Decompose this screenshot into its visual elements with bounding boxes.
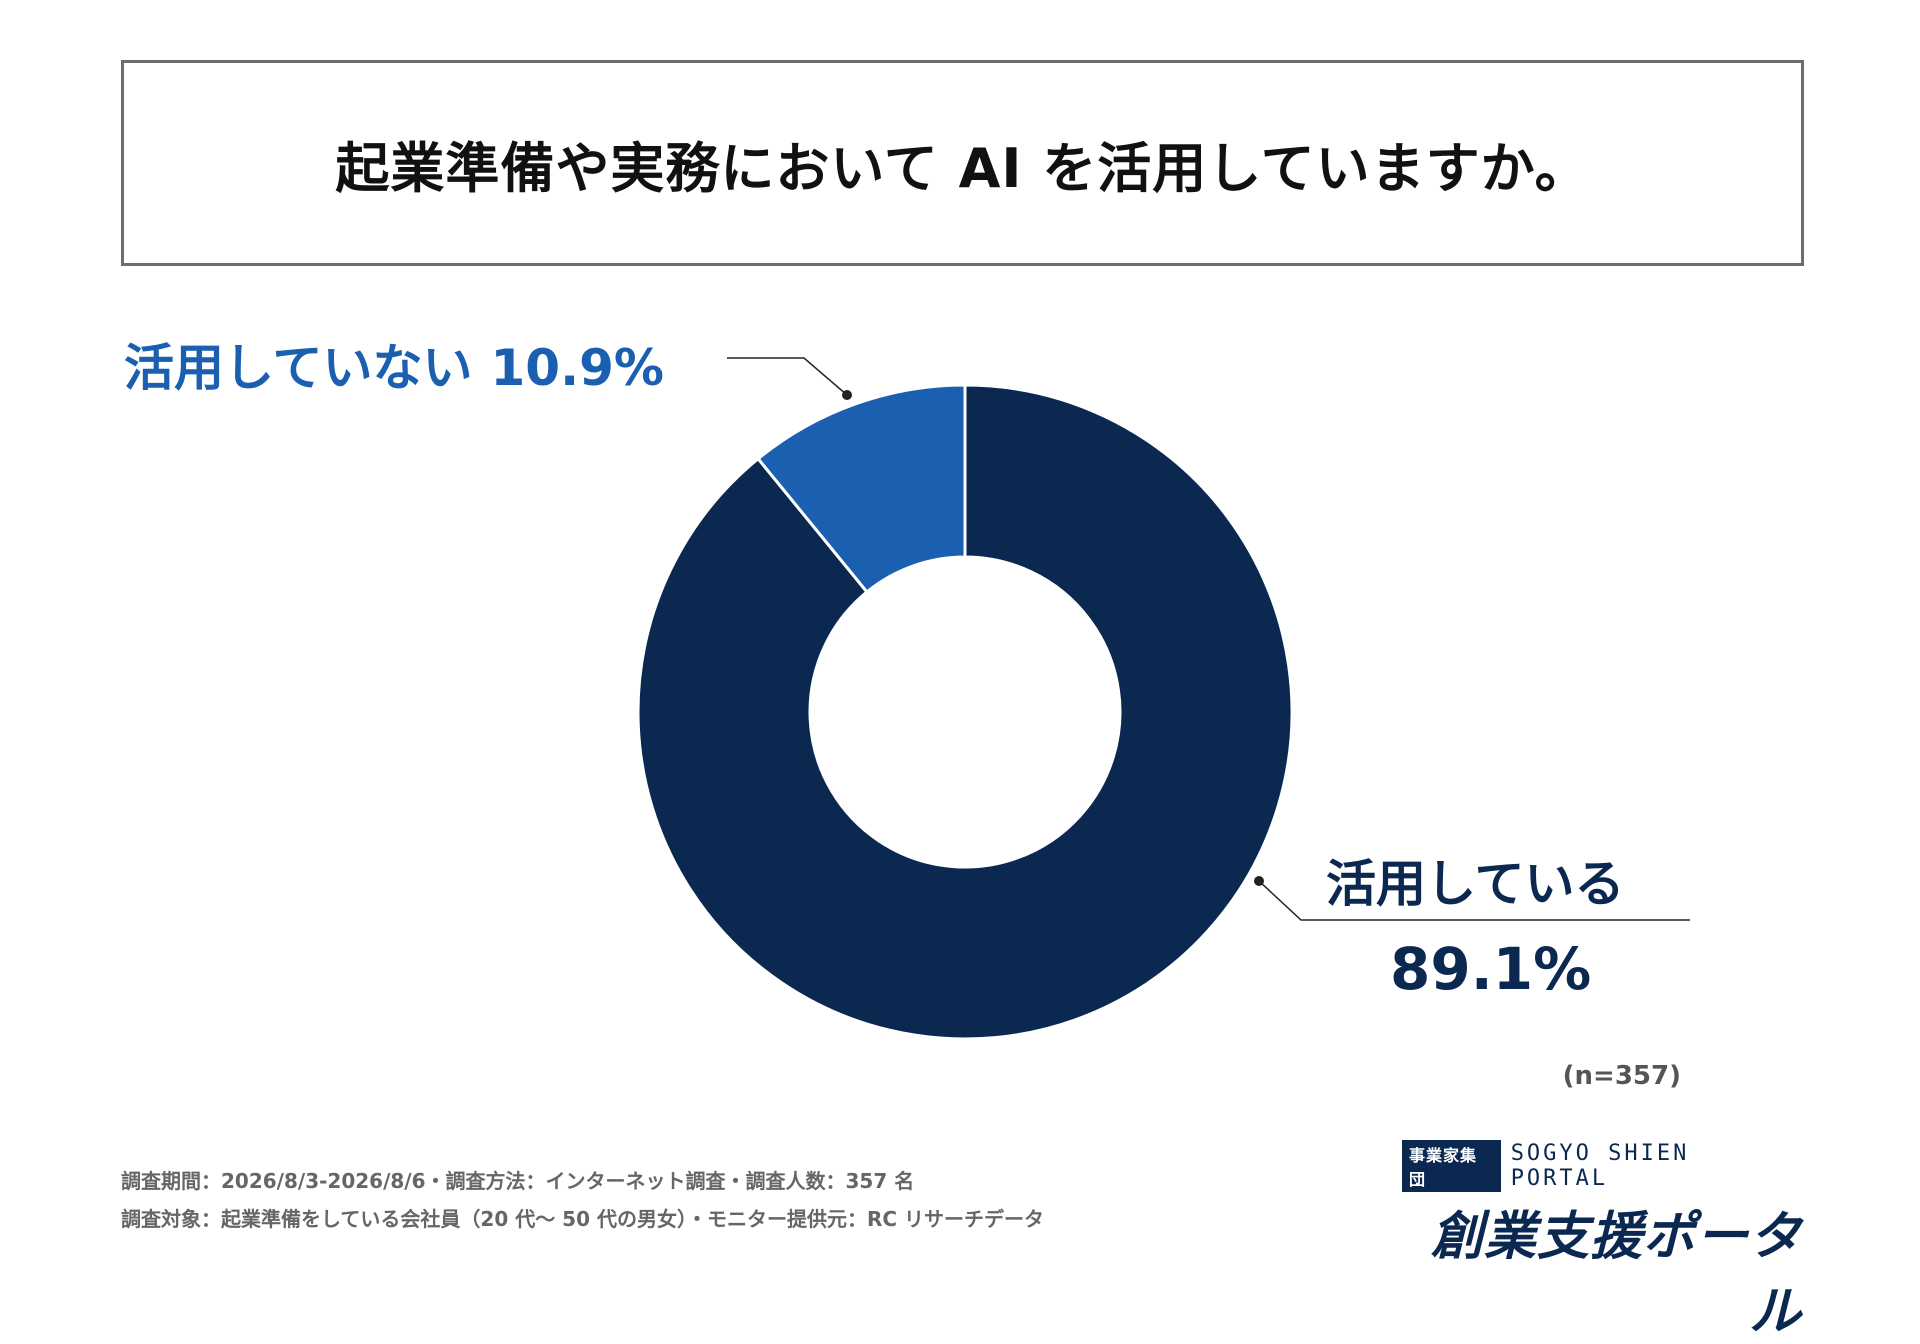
chart-title: 起業準備や実務において AI を活用していますか。 — [335, 136, 1590, 200]
slice-label-not-using: 活用していない 10.9% — [124, 328, 664, 400]
leader-using-line — [1258, 880, 1690, 921]
slice-value-using: 89.1% — [1390, 935, 1592, 1003]
leader-not-using-line — [727, 357, 848, 396]
brand-name: 創業支援ポータル — [1430, 1207, 1802, 1342]
donut-chart — [636, 357, 1690, 1041]
footnote-survey-method: 調査期間：2026/8/3-2026/8/6・調査方法：インターネット調査・調査… — [121, 1169, 915, 1193]
donut-slice-using — [636, 383, 1294, 1041]
slice-label-using: 活用している — [1326, 855, 1625, 913]
leader-using-dot — [1254, 876, 1264, 886]
footnote-survey-target: 調査対象：起業準備をしている会社員（20 代〜 50 代の男女）・モニター提供元… — [121, 1207, 1044, 1231]
slice-value-not-using: 10.9% — [490, 339, 664, 397]
sample-size: (n=357) — [1562, 1061, 1681, 1091]
brand-badge: 事業家集団 — [1402, 1140, 1501, 1192]
donut-slice-not-using — [756, 383, 967, 595]
title-box: 起業準備や実務において AI を活用していますか。 — [121, 60, 1804, 266]
brand-english-name: SOGYO SHIEN PORTAL — [1510, 1141, 1690, 1191]
brand-logo: 事業家集団 SOGYO SHIEN PORTAL 創業支援ポータル — [1402, 1140, 1802, 1344]
slice-label-not-using-text: 活用していない — [124, 339, 473, 397]
leader-not-using-dot — [842, 390, 852, 400]
